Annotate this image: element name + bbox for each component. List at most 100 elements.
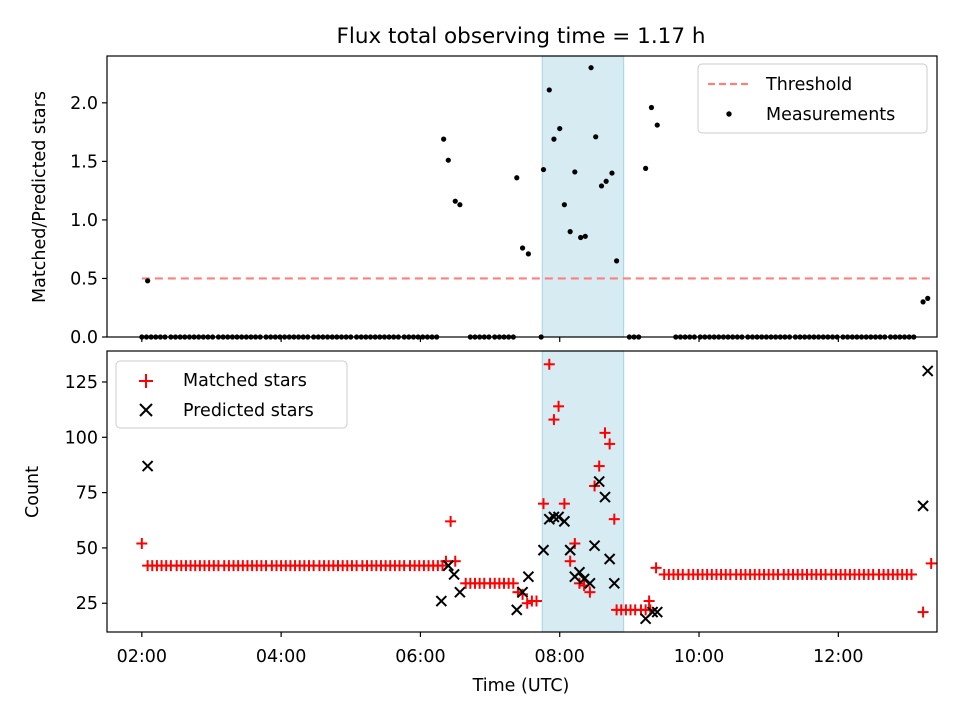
matched-stars-point: [136, 537, 148, 549]
top-panel: 0.00.51.01.52.0 Matched/Predicted stars …: [30, 55, 938, 348]
matched-stars-point: [905, 568, 917, 580]
measurement-point: [525, 251, 531, 257]
matched-stars-point: [650, 562, 662, 574]
measurement-point: [578, 234, 584, 241]
measurement-point: [654, 122, 660, 128]
measurement-point: [452, 198, 458, 204]
y-tick-label: 1.5: [70, 152, 98, 172]
matched-stars-point: [517, 588, 529, 600]
x-axis: 02:00 04:00 06:00 08:00 10:00 12:00: [117, 632, 864, 667]
y-tick-label: 1.0: [70, 211, 98, 231]
predicted-stars-point: [573, 566, 586, 578]
bottom-panel: 25 50 75 100 125 02:00 04:00 06:00 08:00 10:00 12…: [23, 350, 938, 696]
y-tick-label: 100: [65, 428, 98, 448]
bottom-y-axis: 25 50 75 100 125: [65, 373, 107, 614]
matched-stars-point: [564, 555, 576, 567]
measurement-point: [551, 136, 557, 142]
matched-stars-point: [608, 513, 620, 525]
predicted-stars-point: [588, 540, 601, 552]
measurement-point: [598, 183, 605, 189]
predicted-stars-point: [522, 570, 535, 583]
matched-stars-point: [543, 358, 555, 370]
x-tick-label: 10:00: [674, 647, 724, 667]
top-y-axis: 0.0 0.5 1.0 1.5 2.0: [70, 94, 107, 348]
y-tick-label: 2.0: [70, 94, 98, 114]
measurement-point: [603, 178, 609, 184]
matched-stars-point: [569, 537, 581, 549]
predicted-stars-point: [651, 606, 663, 618]
measurement-point: [643, 165, 649, 171]
bottom-plot-frame: [106, 350, 938, 633]
matched-stars-point: [584, 586, 596, 598]
top-plot-frame: [106, 55, 938, 338]
predicted-stars-point: [548, 511, 560, 523]
legend-matched-swatch: [139, 374, 153, 388]
x-tick-label: 12:00: [813, 647, 863, 667]
matched-stars-point: [558, 498, 570, 510]
predicted-stars-point: [511, 604, 523, 616]
measurement-point: [593, 134, 599, 140]
matched-stars-point: [593, 460, 605, 472]
matched-stars-point: [643, 595, 655, 607]
count-points: [136, 358, 937, 625]
measurement-point: [145, 278, 151, 284]
measurement-point: [925, 295, 931, 301]
top-y-axis-label: Matched/Predicted stars: [30, 91, 50, 303]
y-tick-label: 25: [76, 594, 98, 614]
predicted-stars-point: [917, 500, 929, 512]
matched-stars-point: [553, 400, 565, 412]
observing-interval-shade-top: [541, 55, 625, 338]
legend-predicted-swatch: [139, 403, 153, 417]
matched-stars-point: [440, 555, 452, 567]
measurement-point: [588, 65, 594, 71]
predicted-stars-point: [558, 515, 571, 528]
measurement-point: [540, 166, 547, 173]
measurement-point: [519, 245, 526, 251]
predicted-stars-point: [593, 475, 605, 488]
x-axis-label: Time (UTC): [472, 676, 570, 696]
chart-title: Flux total observing time = 1.17 h: [337, 24, 706, 49]
measurement-point: [561, 202, 567, 208]
top-x-ticks: [141, 337, 839, 342]
measurement-point: [614, 258, 620, 264]
predicted-stars-point: [442, 559, 454, 572]
measurement-point: [457, 202, 463, 208]
predicted-stars-point: [141, 460, 154, 472]
top-legend: Threshold Measurements: [697, 63, 928, 134]
predicted-stars-point: [435, 595, 448, 607]
y-tick-label: 0.0: [70, 328, 98, 348]
matched-stars-point: [445, 515, 457, 527]
matched-stars-point: [531, 595, 543, 607]
legend-matched-label: Matched stars: [183, 371, 307, 391]
matched-stars-point: [604, 438, 616, 450]
predicted-stars-point: [584, 577, 596, 590]
predicted-stars-point: [608, 577, 620, 590]
legend-threshold-label: Threshold: [765, 75, 852, 95]
predicted-stars-point: [599, 491, 611, 503]
predicted-stars-point: [537, 544, 550, 556]
measurement-point: [441, 136, 447, 142]
predicted-stars-point: [922, 365, 934, 377]
bottom-legend: Matched stars Predicted stars: [115, 360, 348, 429]
measurement-point: [514, 175, 520, 181]
matched-stars-point: [537, 498, 549, 510]
measurement-point: [546, 87, 552, 93]
bottom-y-axis-label: Count: [23, 466, 43, 518]
observing-interval-shade-bottom: [541, 350, 625, 633]
matched-stars-point: [925, 557, 937, 569]
x-tick-label: 02:00: [117, 647, 167, 667]
matched-stars-point: [548, 414, 560, 426]
predicted-stars-point: [646, 606, 659, 618]
y-tick-label: 75: [76, 484, 98, 504]
y-tick-label: 0.5: [70, 269, 98, 289]
matched-stars-point: [599, 427, 611, 439]
bottom-legend-box: [115, 360, 348, 429]
legend-predicted-label: Predicted stars: [183, 401, 314, 421]
predicted-stars-point: [454, 586, 466, 598]
matched-stars-point: [917, 606, 929, 618]
legend-measurements-swatch: [726, 111, 732, 117]
measurement-point: [557, 125, 563, 132]
top-legend-box: [697, 63, 928, 134]
measurement-point: [567, 229, 573, 235]
